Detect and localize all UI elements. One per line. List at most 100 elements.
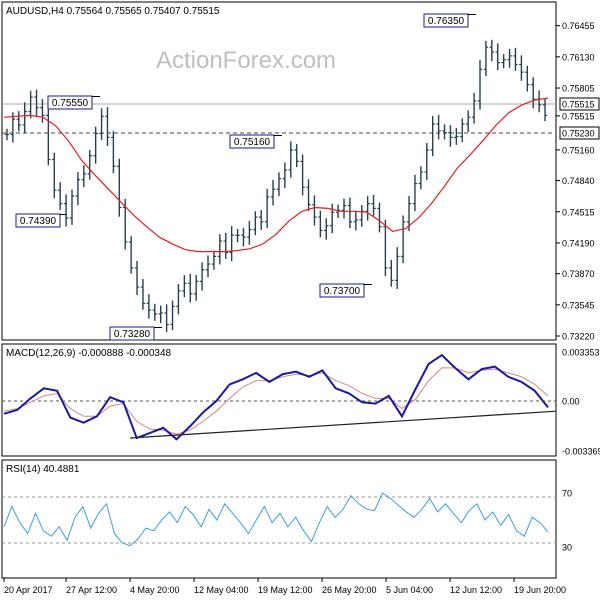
price-annotations: 0.75550 0.74390 0.73280 0.75160 0.73700 0.763… — [15, 13, 476, 341]
x-tick-label: 19 May 12:00 — [258, 585, 313, 595]
rsi-title: RSI(14) 40.4881 — [6, 464, 80, 475]
ohlc-bar — [542, 99, 548, 122]
price-tick-label: 0.73220 — [562, 332, 595, 342]
ohlc-bar — [223, 232, 228, 259]
ohlc-bar — [229, 226, 234, 262]
ohlc-bar — [436, 114, 441, 140]
ohlc-bar — [312, 195, 317, 226]
ohlc-bar — [418, 166, 424, 190]
ohlc-bar — [264, 188, 270, 229]
price-tick-label: 0.75805 — [562, 84, 595, 94]
ohlc-bar — [57, 182, 63, 210]
ohlc-bar — [300, 154, 305, 196]
x-tick-label: 27 Apr 12:00 — [66, 585, 117, 595]
ohlc-bar — [247, 220, 252, 245]
price-annotation: 0.75550 — [47, 95, 100, 110]
ohlc-bar — [430, 115, 435, 157]
rsi-panel: RSI(14) 40.4881 — [1, 459, 557, 579]
rsi-tick-label: 30 — [562, 543, 572, 553]
ohlc-bar — [87, 149, 92, 180]
price-panel: AUDUSD,H4 0.75564 0.75565 0.75407 0.7551… — [1, 1, 557, 341]
ohlc-bar — [513, 47, 518, 71]
ohlc-bar — [341, 198, 347, 219]
ohlc-bar — [400, 215, 406, 264]
rsi-line — [3, 492, 549, 547]
ohlc-bar — [93, 126, 98, 164]
ohlc-bar — [412, 174, 418, 212]
ohlc-bar — [164, 304, 169, 332]
ohlc-bar — [353, 210, 359, 231]
price-tick-label: 0.75515 — [562, 111, 595, 121]
ohlc-bar — [99, 108, 104, 140]
svg-text:0.75230: 0.75230 — [562, 129, 595, 139]
ohlc-bar — [288, 141, 293, 178]
ohlc-bar — [501, 53, 506, 69]
ohlc-bar — [253, 211, 258, 236]
price-tick-label: 0.75160 — [562, 145, 595, 155]
x-tick-label: 5 Jun 04:00 — [386, 585, 433, 595]
price-tick-label: 0.76455 — [562, 21, 595, 31]
x-tick-label: 4 May 20:00 — [130, 585, 180, 595]
ohlc-bar — [10, 112, 16, 143]
ohlc-bar — [34, 89, 39, 117]
ohlc-bar — [471, 92, 477, 124]
ohlc-bar — [69, 189, 75, 225]
ohlc-bar — [105, 107, 110, 147]
ohlc-bar — [525, 65, 530, 92]
ohlc-bar — [442, 124, 447, 140]
svg-text:0.75515: 0.75515 — [562, 100, 595, 110]
ohlc-bar — [75, 172, 81, 206]
ohlc-bar — [205, 255, 211, 278]
ohlc-bar — [176, 284, 181, 315]
ohlc-bar — [507, 48, 512, 68]
price-tick-label: 0.76130 — [562, 52, 595, 62]
x-tick-label: 19 Jun 20:00 — [514, 585, 566, 595]
macd-trendline — [129, 410, 557, 439]
ohlc-bar — [329, 203, 335, 234]
ohlc-bar — [235, 228, 240, 243]
price-tick-label: 0.74190 — [562, 238, 595, 248]
annotation-label: 0.76350 — [428, 16, 465, 27]
ohlc-bar — [454, 127, 459, 145]
ohlc-bar — [424, 142, 429, 181]
ohlc-bar — [483, 40, 489, 77]
macd-y-axis: 0.003353 0.00 -0.003369 — [562, 348, 600, 457]
ohlc-bar — [52, 152, 57, 199]
price-tick-label: 0.73545 — [562, 300, 595, 310]
rsi-y-axis: 70 30 — [562, 489, 572, 553]
ohlc-bar — [211, 250, 217, 270]
ohlc-bar — [377, 202, 382, 233]
ohlc-bar — [531, 77, 536, 109]
ohlc-bar — [16, 111, 21, 132]
ohlc-bar — [22, 102, 27, 134]
macd-tick-label: 0.003353 — [562, 348, 600, 358]
price-tick-label: 0.74515 — [562, 207, 595, 217]
ohlc-bar — [371, 194, 376, 216]
watermark: ActionForex.com — [156, 47, 336, 74]
ohlc-bar — [199, 262, 205, 291]
ohlc-bar — [489, 39, 495, 62]
chart-title: AUDUSD,H4 0.75564 0.75565 0.75407 0.7551… — [6, 6, 220, 17]
current-price-tag: 0.75515 — [559, 97, 600, 111]
ohlc-bar — [465, 110, 471, 133]
price-tick-label: 0.73870 — [562, 269, 595, 279]
price-annotation: 0.76350 — [423, 13, 476, 28]
ohlc-bar — [140, 279, 146, 310]
macd-panel: MACD(12,26,9) -0.000888 -0.000348 — [1, 343, 557, 457]
price-annotation: 0.73280 — [109, 326, 162, 341]
price-annotation: 0.75160 — [229, 134, 282, 149]
x-axis: 20 Apr 2017 27 Apr 12:00 4 May 20:00 12 May… — [3, 578, 566, 595]
annotation-label: 0.73700 — [324, 286, 361, 297]
x-tick-label: 12 Jun 12:00 — [450, 585, 502, 595]
ohlc-bar — [63, 194, 69, 227]
ohlc-bar — [389, 259, 394, 287]
macd-title: MACD(12,26,9) -0.000888 -0.000348 — [6, 348, 172, 359]
ohlc-bar — [158, 305, 163, 324]
annotation-label: 0.73280 — [114, 329, 151, 340]
ohlc-bar — [152, 303, 157, 321]
ohlc-bar — [318, 210, 323, 238]
price-annotation: 0.74390 — [15, 213, 66, 228]
ohlc-bar — [117, 158, 122, 217]
x-tick-label: 20 Apr 2017 — [4, 585, 53, 595]
x-tick-label: 26 May 20:00 — [322, 585, 377, 595]
